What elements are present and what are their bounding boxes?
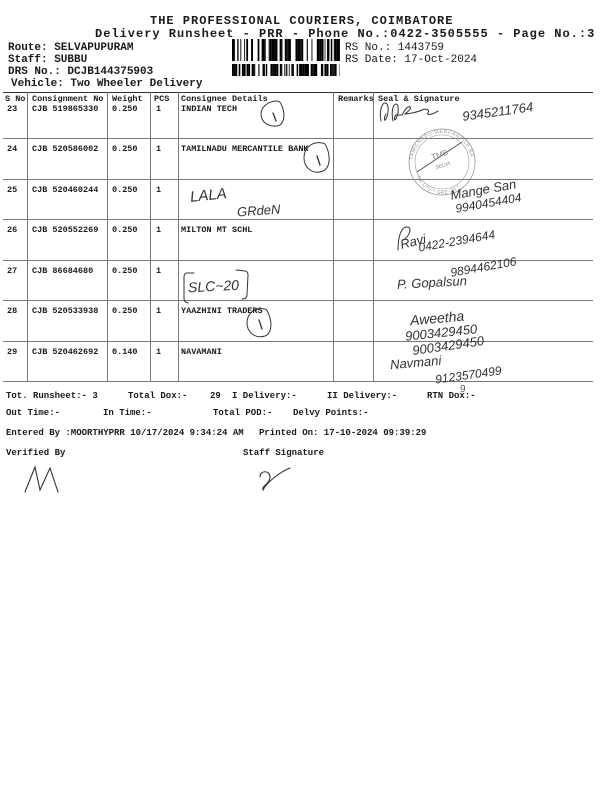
svg-text:TMB: TMB <box>430 148 449 162</box>
svg-text:SELVA: SELVA <box>435 160 452 171</box>
